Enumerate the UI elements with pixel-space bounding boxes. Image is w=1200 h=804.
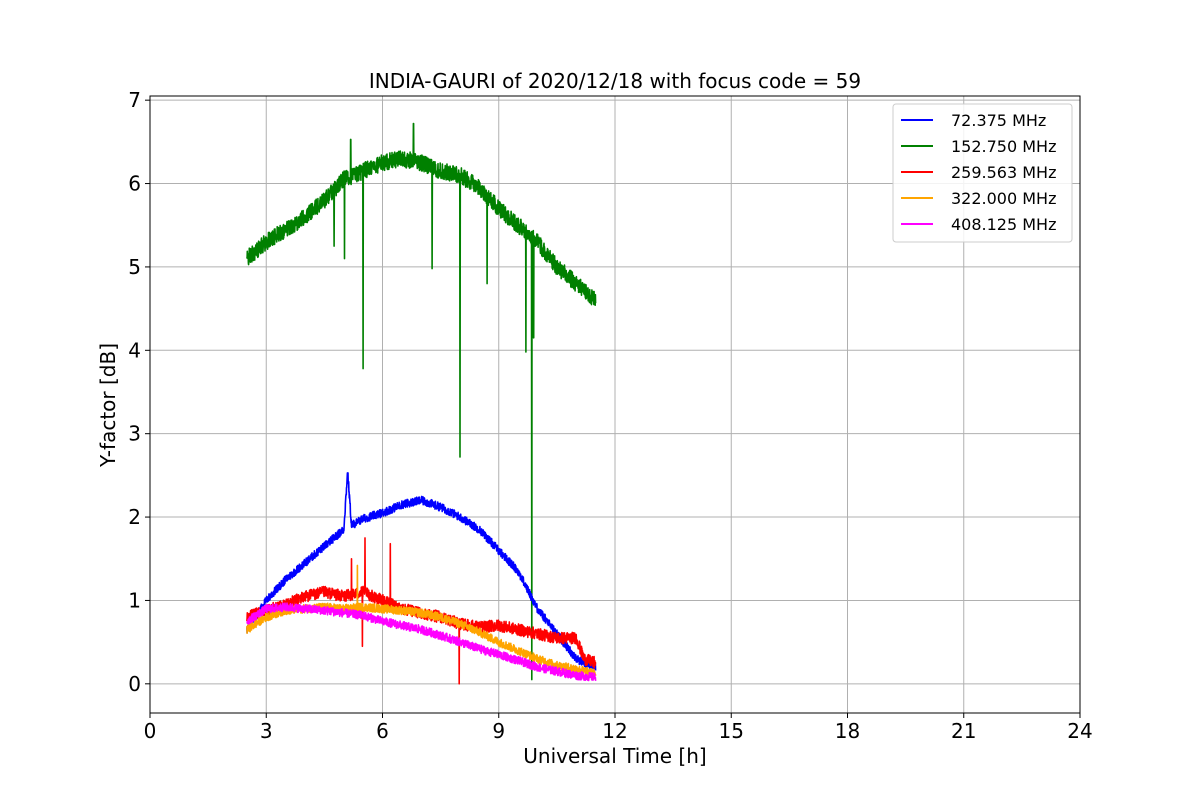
legend-label: 152.750 MHz — [951, 137, 1056, 156]
series-line-4 — [246, 602, 597, 682]
x-tick-label: 0 — [144, 719, 157, 743]
chart-title: INDIA-GAURI of 2020/12/18 with focus cod… — [369, 69, 861, 93]
y-tick-label: 6 — [128, 172, 141, 196]
series-line-0 — [246, 472, 597, 671]
legend-label: 259.563 MHz — [951, 163, 1056, 182]
x-tick-label: 24 — [1067, 719, 1092, 743]
x-axis-label: Universal Time [h] — [523, 744, 706, 768]
series-lines — [246, 122, 597, 685]
y-tick-label: 5 — [128, 255, 141, 279]
x-tick-label: 9 — [492, 719, 505, 743]
x-tick-label: 3 — [260, 719, 273, 743]
legend: 72.375 MHz 152.750 MHz 259.563 MHz 322.000 … — [892, 103, 1073, 243]
y-axis-label: Y-factor [dB] — [96, 343, 120, 468]
y-tick-label: 3 — [128, 422, 141, 446]
series-line-2 — [246, 537, 597, 685]
y-tick-label: 4 — [128, 338, 141, 362]
legend-label: 322.000 MHz — [951, 189, 1056, 208]
y-tick-label: 7 — [128, 88, 141, 112]
x-tick-label: 18 — [835, 719, 860, 743]
legend-label: 408.125 MHz — [951, 215, 1056, 234]
x-tick-label: 6 — [376, 719, 389, 743]
legend-label: 72.375 MHz — [951, 111, 1046, 130]
y-tick-label: 1 — [128, 588, 141, 612]
y-tick-label: 2 — [128, 505, 141, 529]
y-tick-label: 0 — [128, 672, 141, 696]
series-line-1 — [246, 122, 597, 681]
legend-box — [892, 103, 1073, 243]
x-tick-label: 21 — [951, 719, 976, 743]
x-tick-label: 12 — [602, 719, 627, 743]
x-tick-label: 15 — [719, 719, 744, 743]
